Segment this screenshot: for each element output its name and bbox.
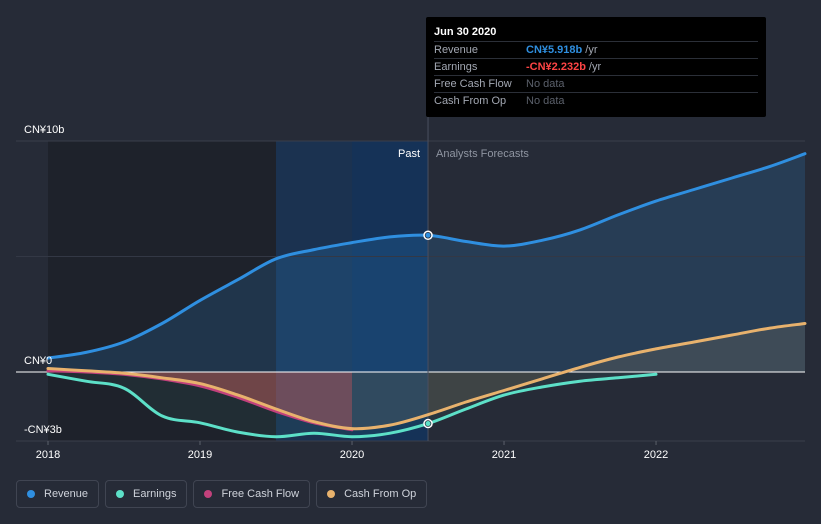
- legend-item-earnings[interactable]: Earnings: [105, 480, 188, 508]
- earnings-area: [48, 372, 656, 437]
- forecast-label: Analysts Forecasts: [436, 148, 529, 160]
- tooltip-row-value: CN¥5.918b: [526, 44, 583, 56]
- revenue-point-core: [425, 232, 431, 238]
- y-label-bottom: -CN¥3b: [24, 424, 62, 436]
- y-label-top: CN¥10b: [24, 124, 64, 136]
- earnings-point-core: [425, 421, 431, 427]
- tooltip-row-label: Earnings: [434, 61, 478, 73]
- legend-label: Free Cash Flow: [221, 488, 300, 500]
- earnings-line: [46, 372, 658, 439]
- x-tick-label: 2018: [36, 449, 60, 461]
- legend-item-cash-from-op[interactable]: Cash From Op: [316, 480, 428, 508]
- tooltip-row-unit: /yr: [588, 61, 602, 73]
- legend-label: Revenue: [44, 488, 89, 500]
- past-label: Past: [398, 148, 420, 160]
- tooltip-row-value: No data: [526, 78, 565, 90]
- tooltip-row-revenue: Revenue CN¥5.918b /yr: [434, 41, 758, 58]
- x-tick-label: 2022: [644, 449, 668, 461]
- x-tick-label: 2019: [188, 449, 212, 461]
- revenue-area: [48, 153, 805, 372]
- legend-label: Earnings: [133, 488, 177, 500]
- free-cash-flow-area: [48, 370, 352, 430]
- tooltip-row-label: Revenue: [434, 44, 479, 56]
- tooltip-row-label: Cash From Op: [434, 95, 507, 107]
- legend-dot-icon: [27, 490, 35, 498]
- tooltip-date: Jun 30 2020: [434, 26, 497, 38]
- cash-from-op-area: [48, 323, 805, 429]
- legend-dot-icon: [327, 490, 336, 498]
- tooltip-row-free-cash-flow: Free Cash Flow No data: [434, 75, 758, 92]
- tooltip-row-value: -CN¥2.232b: [526, 61, 586, 73]
- highlight-band-inner: [352, 141, 429, 441]
- legend-dot-icon: [204, 490, 213, 498]
- tooltip-row-cash-from-op: Cash From Op No data: [434, 92, 758, 109]
- tooltip-row-value: No data: [526, 95, 565, 107]
- cash-from-op-line: [46, 322, 807, 431]
- legend-item-revenue[interactable]: Revenue: [16, 480, 100, 508]
- tooltip-row-unit: /yr: [585, 44, 598, 56]
- x-tick-label: 2020: [340, 449, 364, 461]
- tooltip: Jun 30 2020 Revenue CN¥5.918b /yr Earnin…: [426, 17, 766, 117]
- legend: Revenue Earnings Free Cash Flow Cash Fro…: [16, 480, 428, 508]
- legend-item-free-cash-flow[interactable]: Free Cash Flow: [193, 480, 311, 508]
- legend-dot-icon: [116, 490, 125, 498]
- y-label-zero: CN¥0: [24, 355, 52, 367]
- x-tick-label: 2021: [492, 449, 516, 461]
- legend-label: Cash From Op: [344, 488, 417, 500]
- tooltip-row-label: Free Cash Flow: [434, 78, 512, 90]
- tooltip-row-earnings: Earnings -CN¥2.232b /yr: [434, 58, 758, 75]
